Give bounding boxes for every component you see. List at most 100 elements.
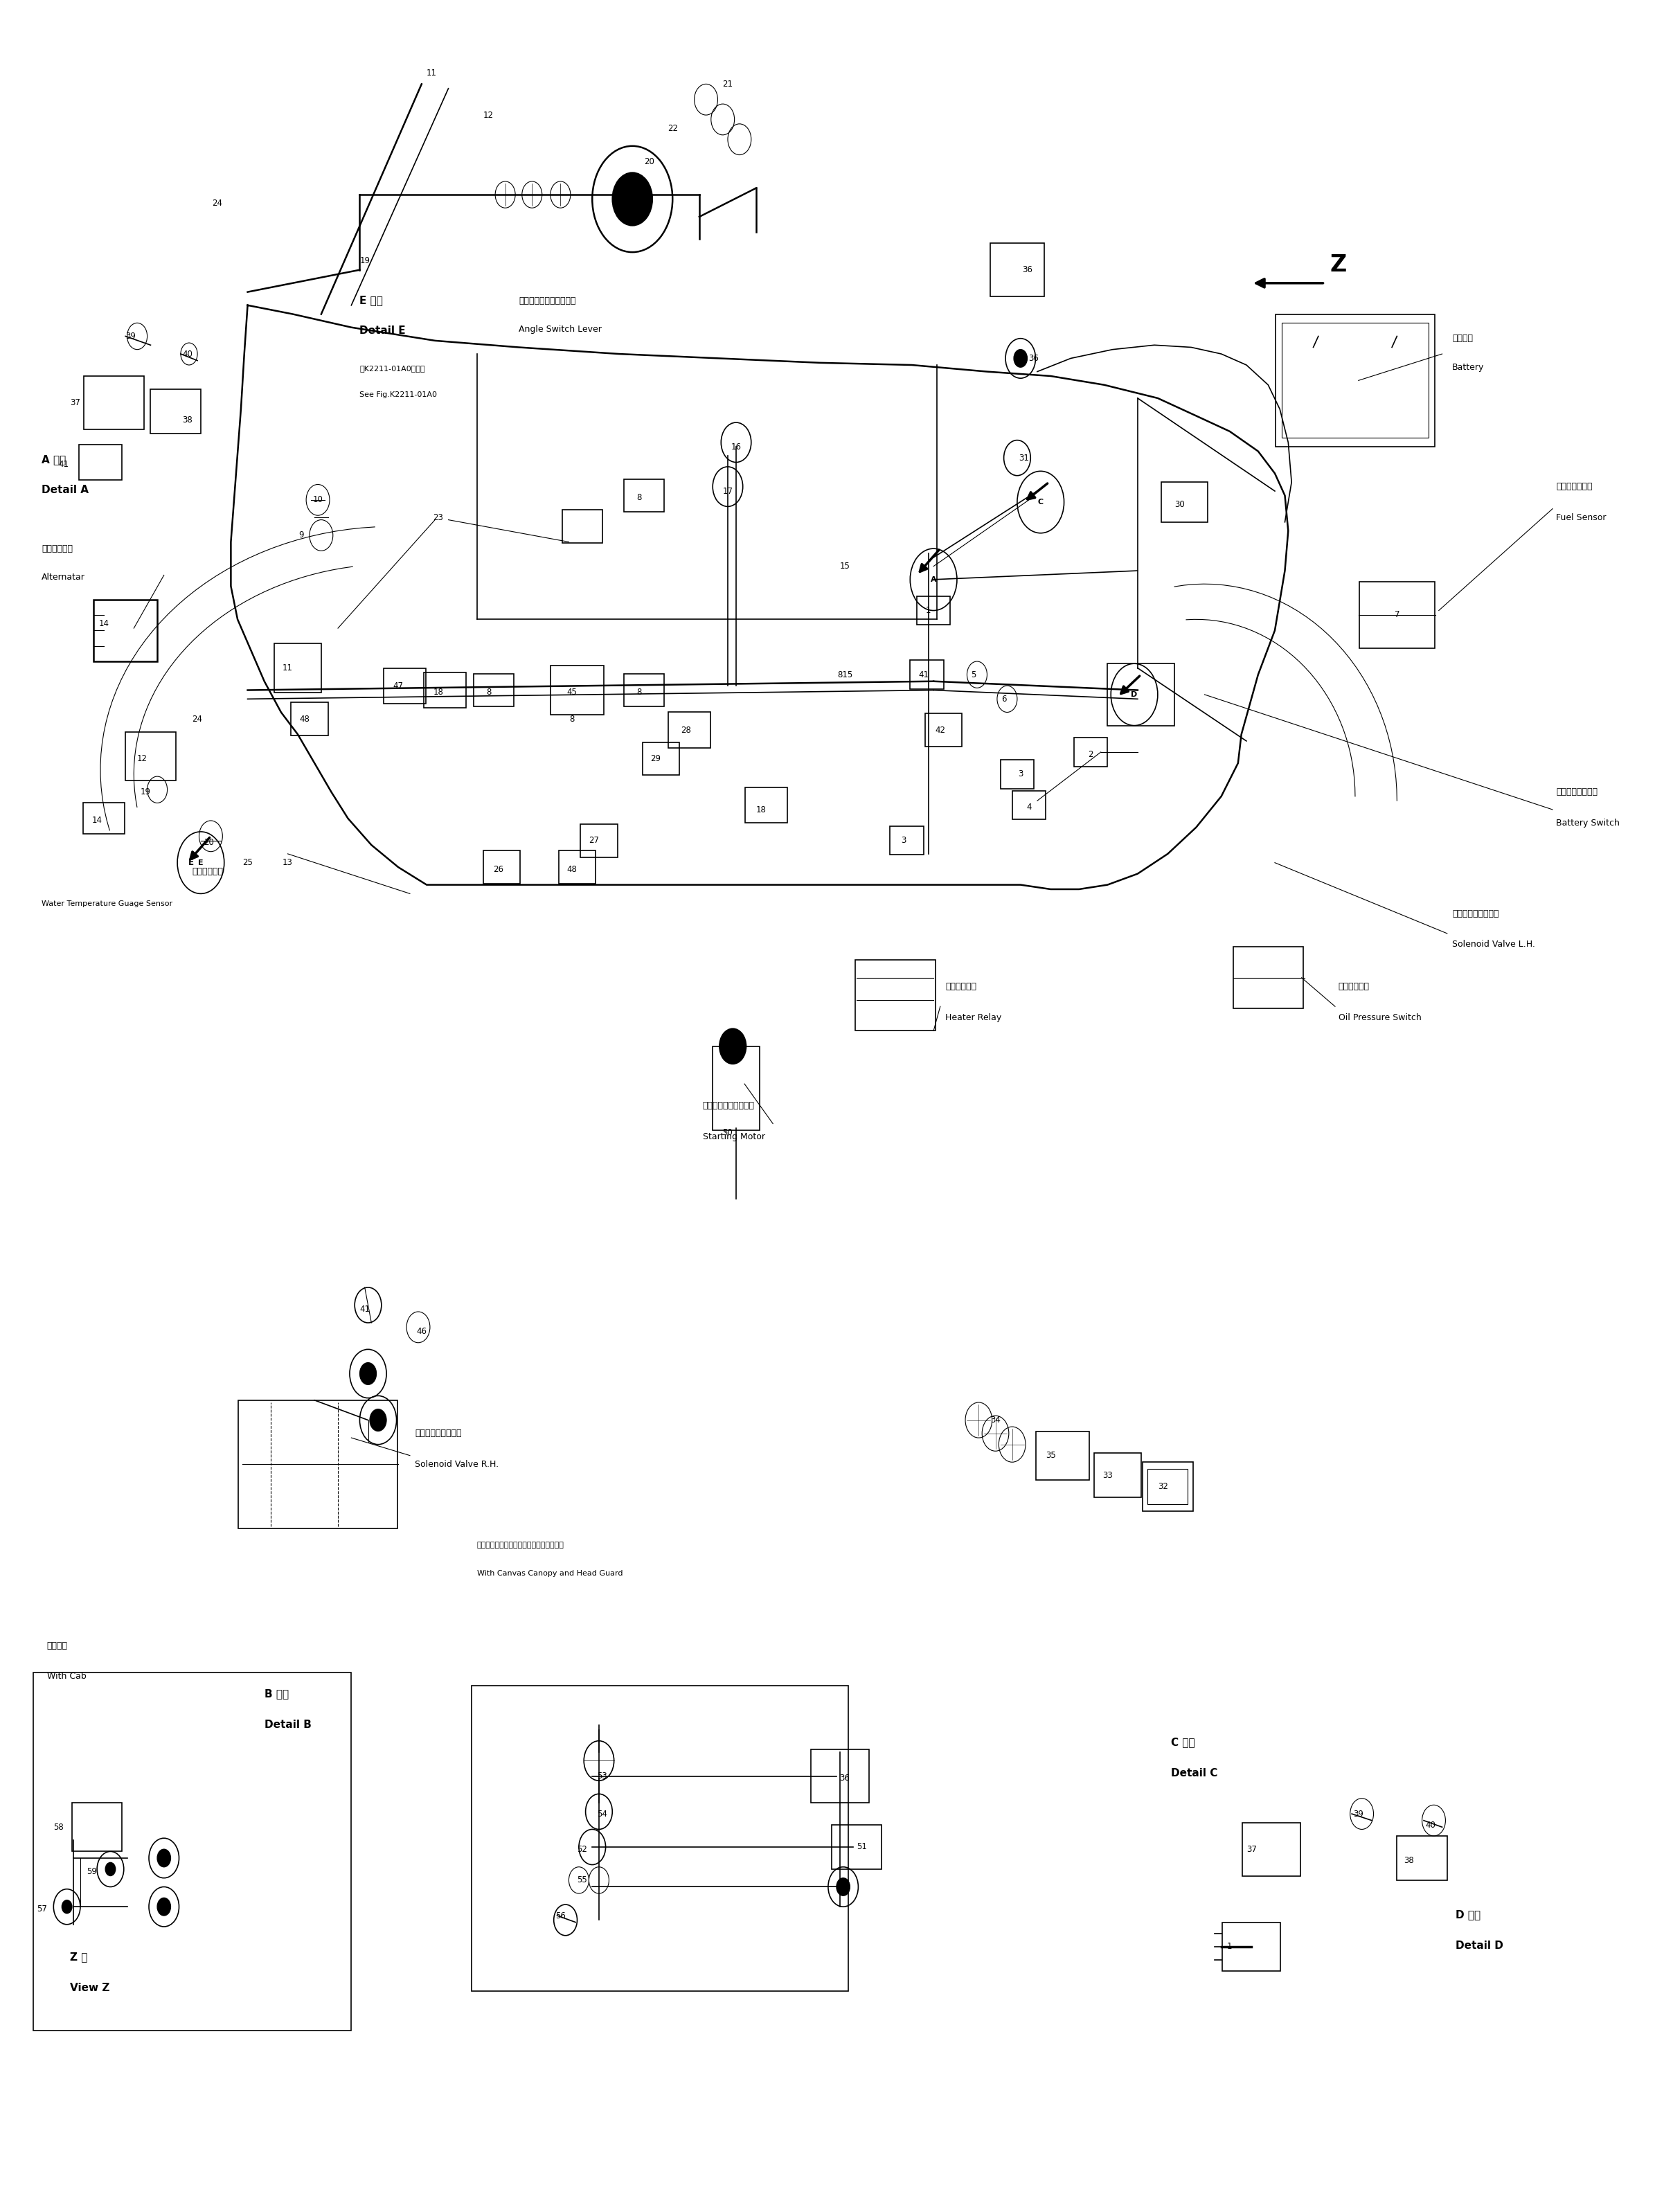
Text: 41: 41 <box>918 670 929 679</box>
Text: 33: 33 <box>1103 1471 1113 1480</box>
Text: 49: 49 <box>723 1042 733 1051</box>
Text: 54: 54 <box>597 1809 607 1818</box>
Text: With Cab: With Cab <box>47 1672 85 1681</box>
Text: C: C <box>1037 498 1044 507</box>
Bar <box>84 376 144 429</box>
Bar <box>890 825 923 854</box>
Text: フゥエルセンサ: フゥエルセンサ <box>1556 482 1593 491</box>
Text: 25: 25 <box>243 858 253 867</box>
Text: 36: 36 <box>1029 354 1039 363</box>
Text: 32: 32 <box>1158 1482 1168 1491</box>
Text: ソレノイドバルブ右: ソレノイドバルブ右 <box>415 1429 462 1438</box>
Bar <box>1282 323 1429 438</box>
Text: スターティングモータ: スターティングモータ <box>703 1102 755 1110</box>
Bar <box>1148 1469 1188 1504</box>
Text: 5: 5 <box>970 670 977 679</box>
Text: With Canvas Canopy and Head Guard: With Canvas Canopy and Head Guard <box>477 1571 622 1577</box>
Text: 44: 44 <box>371 1416 381 1425</box>
Text: Battery Switch: Battery Switch <box>1556 818 1619 827</box>
Text: バッテリ: バッテリ <box>1452 334 1472 343</box>
Text: 51: 51 <box>857 1843 867 1851</box>
Text: 27: 27 <box>589 836 599 845</box>
Text: ヒータリレー: ヒータリレー <box>945 982 977 991</box>
Bar <box>559 849 596 883</box>
Text: 1: 1 <box>925 606 932 615</box>
Text: D 詳細: D 詳細 <box>1456 1909 1481 1920</box>
Bar <box>642 743 679 776</box>
Bar <box>1161 482 1208 522</box>
Text: Z 視: Z 視 <box>70 1951 89 1962</box>
Text: 11: 11 <box>283 664 293 672</box>
Text: Starting Motor: Starting Motor <box>703 1133 765 1141</box>
Text: 26: 26 <box>494 865 504 874</box>
Text: 56: 56 <box>555 1911 565 1920</box>
Bar <box>1000 759 1034 787</box>
Text: 38: 38 <box>1404 1856 1414 1865</box>
Bar <box>1094 1453 1141 1498</box>
Text: 36: 36 <box>157 1854 167 1863</box>
Text: 20: 20 <box>204 838 214 847</box>
Bar <box>917 595 950 624</box>
Text: 43: 43 <box>360 1371 370 1380</box>
Bar <box>291 703 328 734</box>
Bar <box>910 661 944 690</box>
Bar <box>562 511 602 544</box>
Text: 9: 9 <box>298 531 304 540</box>
Text: 12: 12 <box>137 754 147 763</box>
Text: 31: 31 <box>1019 453 1029 462</box>
Text: Detail E: Detail E <box>360 325 407 336</box>
Text: Fuel Sensor: Fuel Sensor <box>1556 513 1606 522</box>
Bar <box>125 732 176 781</box>
Text: See Fig.K2211-01A0: See Fig.K2211-01A0 <box>360 392 437 398</box>
Text: 35: 35 <box>1046 1451 1056 1460</box>
Circle shape <box>157 1898 171 1916</box>
Text: ソレノイドバルブ左: ソレノイドバルブ左 <box>1452 909 1499 918</box>
Bar <box>1221 1922 1282 1971</box>
Text: 45: 45 <box>567 688 577 697</box>
Text: 18: 18 <box>433 688 443 697</box>
Bar <box>1276 314 1435 447</box>
Text: 39: 39 <box>125 332 136 341</box>
Text: 6: 6 <box>1000 695 1007 703</box>
Text: Detail D: Detail D <box>1456 1940 1504 1951</box>
Text: Alternatar: Alternatar <box>42 573 85 582</box>
Bar <box>925 712 962 748</box>
Bar <box>1241 1823 1302 1876</box>
Text: Z: Z <box>1330 254 1347 276</box>
Text: 30: 30 <box>1174 500 1184 509</box>
Text: 24: 24 <box>212 199 223 208</box>
Text: 3: 3 <box>1017 770 1024 779</box>
Text: E: E <box>187 858 194 867</box>
Bar <box>472 1686 848 1991</box>
Bar <box>1036 1431 1089 1480</box>
Text: 油圧スイッチ: 油圧スイッチ <box>1338 982 1370 991</box>
Text: 53: 53 <box>597 1772 607 1781</box>
Text: 17: 17 <box>723 487 733 495</box>
Text: アングルスイッチレバー: アングルスイッチレバー <box>519 296 576 305</box>
Text: 12: 12 <box>483 111 494 119</box>
Text: 2: 2 <box>1087 750 1094 759</box>
Text: 37: 37 <box>70 398 80 407</box>
Text: 28: 28 <box>681 726 691 734</box>
Text: 14: 14 <box>92 816 102 825</box>
Text: 42: 42 <box>935 726 945 734</box>
Bar <box>1397 1836 1447 1880</box>
Text: 48: 48 <box>299 714 310 723</box>
Bar <box>855 960 935 1031</box>
Text: 39: 39 <box>1353 1809 1363 1818</box>
Bar <box>1358 582 1435 648</box>
Bar <box>239 1400 398 1528</box>
Text: 10: 10 <box>313 495 323 504</box>
Bar <box>831 1825 882 1869</box>
Text: 50: 50 <box>723 1128 733 1137</box>
Circle shape <box>1014 349 1027 367</box>
Text: 36: 36 <box>840 1774 850 1783</box>
Text: 18: 18 <box>756 805 766 814</box>
Circle shape <box>370 1409 386 1431</box>
Text: 16: 16 <box>731 442 741 451</box>
Text: 22: 22 <box>668 124 678 133</box>
Bar <box>1012 790 1046 818</box>
Text: E: E <box>197 858 204 867</box>
Text: 4: 4 <box>1026 803 1032 812</box>
Text: 14: 14 <box>99 619 109 628</box>
